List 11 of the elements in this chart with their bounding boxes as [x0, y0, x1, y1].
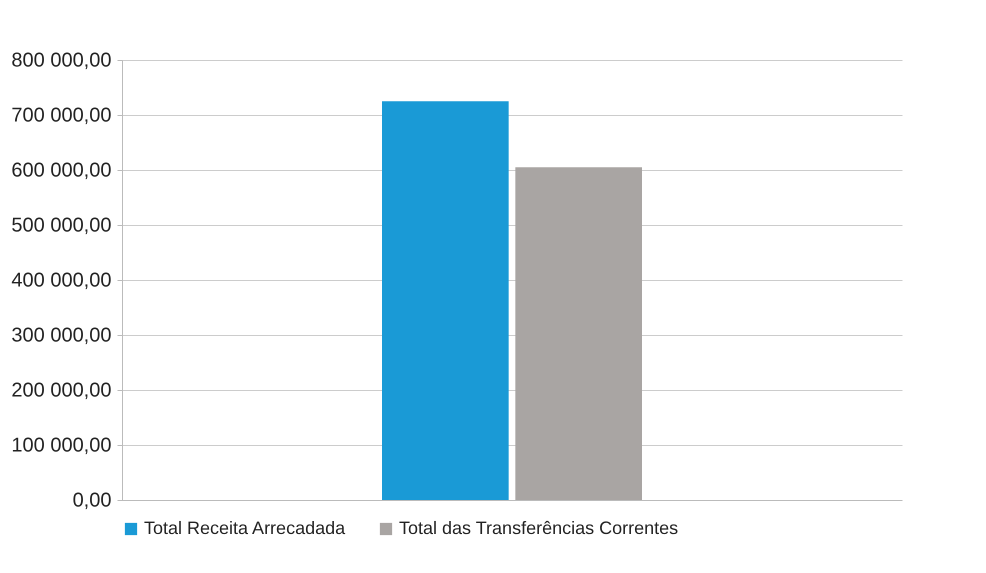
y-tick-label: 300 000,00 — [11, 324, 112, 346]
y-tick-label: 100 000,00 — [11, 434, 112, 456]
y-tick-label: 800 000,00 — [11, 50, 112, 72]
legend-label: Total Receita Arrecadada — [144, 518, 346, 538]
legend-label: Total das Transferências Correntes — [399, 518, 678, 538]
y-tick-label: 600 000,00 — [11, 160, 112, 182]
y-tick-label: 700 000,00 — [11, 104, 112, 126]
y-tick-label: 0,00 — [72, 490, 112, 512]
y-tick-label: 200 000,00 — [11, 380, 112, 402]
y-tick-label: 400 000,00 — [11, 270, 112, 292]
y-tick-label: 500 000,00 — [11, 214, 112, 236]
